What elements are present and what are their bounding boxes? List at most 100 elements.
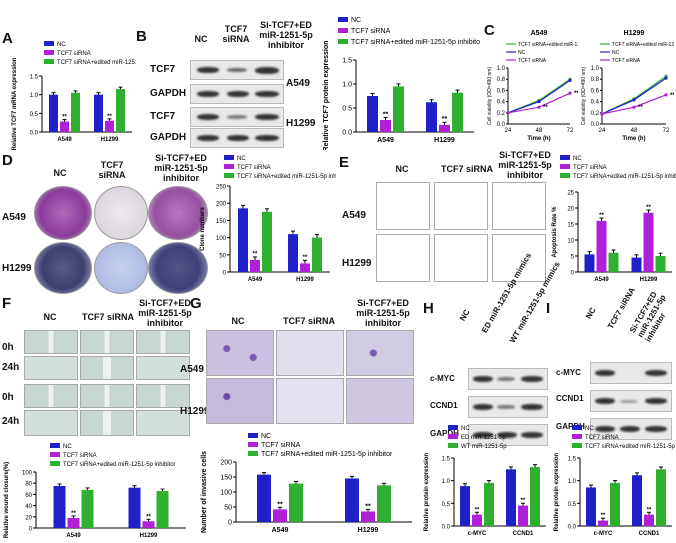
legend-swatch-1 (224, 164, 234, 169)
significance-mark: ** (574, 91, 578, 97)
g-header-sirna: TCF7 siRNA (282, 316, 335, 326)
bar (53, 486, 66, 528)
significance-mark: ** (62, 115, 67, 121)
legend-swatch-1 (338, 28, 348, 33)
flow-panel-e: NC TCF7 siRNA Si-TCF7+ED miR-1251-5p inhib… (340, 150, 555, 290)
legend-swatch-0 (50, 443, 60, 448)
blot-h: NC ED miR-1251-5p mimics WT miR-1251-5p … (420, 251, 562, 446)
legend-label-0: NC (261, 433, 271, 440)
blot-h-header-nc: NC (458, 307, 472, 323)
blot-b-header-edited: Si-TCF7+ED miR-1251-5p inhibitor (259, 20, 313, 50)
blot-h-label-cmyc: c-MYC (430, 374, 455, 383)
wound-h1299-edited-24h (136, 410, 190, 436)
bar (312, 237, 322, 272)
blot-b-label-tcf7-a549: TCF7 (150, 64, 175, 75)
significance-mark: ** (253, 252, 258, 258)
x-tick-label: A549 (248, 277, 263, 283)
legend-swatch-2 (572, 443, 582, 448)
flow-a549-edited (492, 182, 546, 230)
x-tick-label: A549 (66, 533, 81, 539)
x-axis-label: Time (h) (527, 136, 550, 142)
wound-h1299-sirna-0h (80, 384, 134, 408)
significance-mark: ** (303, 255, 308, 261)
blot-b-strip-3 (190, 107, 284, 127)
bar (288, 234, 298, 272)
bar (67, 517, 80, 528)
legend-swatch-0 (560, 155, 570, 160)
blot-b-header-nc: NC (194, 34, 208, 44)
legend-swatch-1 (448, 434, 458, 439)
bar (518, 505, 528, 526)
significance-mark: ** (543, 105, 548, 111)
y-tick-label: 100 (220, 490, 232, 497)
d-header-nc: NC (53, 168, 67, 178)
x-tick-label: 24 (599, 128, 606, 134)
bar (345, 478, 359, 522)
wound-a549-sirna-24h (80, 356, 134, 380)
blot-i-strip-2 (590, 390, 672, 412)
legend-label-2: TCF7 siRNA+edited miR-1251-5p inhibitor (63, 462, 176, 468)
bar (71, 92, 80, 132)
y-tick-label: 1.0 (342, 82, 352, 89)
y-axis-label: Cell viability (OD=490 nm) (581, 67, 587, 126)
blot-h-strip-2 (468, 396, 548, 418)
y-axis-label: Relative protein expression (424, 452, 430, 531)
legend-swatch-1 (248, 442, 258, 447)
y-tick-label: 1.0 (497, 66, 506, 72)
f-row-a549-24h: 24h (2, 362, 20, 373)
bar (116, 89, 125, 132)
y-tick-label: 25 (567, 191, 574, 197)
x-tick-label: A549 (377, 137, 394, 144)
x-tick-label: 24 (505, 128, 512, 134)
legend-label-2: TCF7 siRNA+edited miR-1251-5p inhibitor (573, 174, 676, 180)
significance-mark: ** (670, 93, 674, 99)
f-header-edited: Si-TCF7+ED miR-1251-5p inhibitor (138, 298, 192, 328)
blot-b-strip-2 (190, 84, 284, 104)
legend-swatch-0 (448, 425, 458, 430)
blot-h-strip-1 (468, 368, 548, 390)
bar (142, 521, 155, 528)
f-cell-h1299: H1299 (180, 406, 210, 417)
significance-mark: ** (638, 105, 643, 111)
legend-label-1: TCF7 siRNA (261, 442, 301, 449)
legend-label-2: TCF7 siRNA+edited miR-1251-5p inhibitor (237, 174, 336, 180)
significance-mark: ** (442, 116, 448, 123)
d-header-edited: Si-TCF7+ED miR-1251-5p inhibitor (154, 153, 208, 183)
y-tick-label: 0 (223, 271, 227, 277)
bar (377, 485, 391, 522)
bar (452, 92, 463, 132)
y-tick-label: 0.0 (442, 525, 451, 531)
d-row-h1299: H1299 (2, 263, 32, 274)
panel-label-d: D (2, 152, 13, 169)
x-tick-label: CCND1 (639, 531, 660, 537)
y-axis-label: Relative TCF7 protein expression (323, 41, 330, 150)
chart-h: NC ED miR-1251-5p WT miR-1251-5p 0.0 0.5 1.0 1… (424, 425, 546, 537)
y-tick-label: 10 (567, 239, 574, 245)
flow-h1299-edited (492, 234, 546, 282)
panel-label-f: F (2, 295, 12, 312)
panel-label-c: C (484, 22, 495, 39)
y-tick-label: 50 (224, 505, 232, 512)
panel-label-h: H (423, 300, 434, 317)
bar (105, 120, 114, 132)
invasion-h1299-nc (206, 378, 274, 424)
significance-mark: ** (107, 114, 112, 120)
blot-b-label-tcf7-h1299: TCF7 (150, 111, 175, 122)
bar (361, 511, 375, 522)
legend-swatch-0 (248, 433, 258, 438)
x-tick-label: 48 (536, 128, 543, 134)
y-tick-label: 15 (567, 223, 574, 229)
legend-label-0: TCF7 siRNA+edited miR-1251-5p inhibitor (612, 42, 674, 48)
blot-h-strip-3 (468, 424, 548, 446)
legend-label-1: TCF7 siRNA (585, 435, 619, 441)
blot-h-label-ccnd1: CCND1 (430, 401, 458, 410)
bar (631, 257, 642, 272)
chart-f: NC TCF7 siRNA TCF7 siRNA+edited miR-1251-5… (4, 443, 186, 539)
legend-label-2: TCF7 siRNA+edited miR-1251-5p inhibitor (57, 60, 136, 66)
legend-label-0: NC (585, 426, 594, 432)
y-tick-label: 1.5 (342, 58, 352, 65)
flow-h1299-nc (376, 234, 430, 282)
legend-label-0: NC (573, 156, 582, 162)
significance-mark: ** (475, 507, 480, 513)
blot-i: NC TCF7 siRNA Si-TCF7+ED miR-1251-5p inhib… (552, 286, 676, 440)
